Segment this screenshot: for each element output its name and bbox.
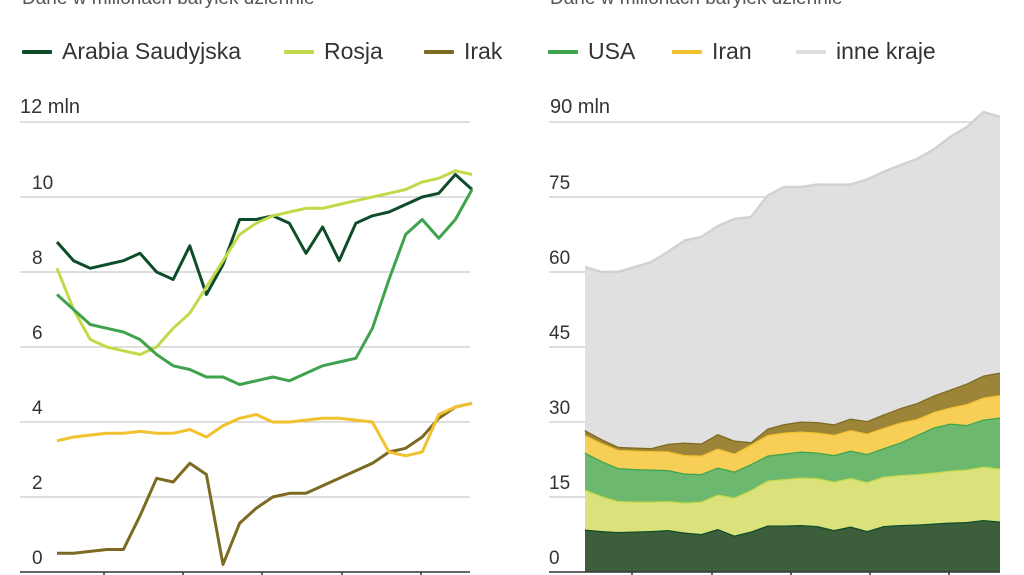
- right-y-tick-label: 60: [549, 248, 570, 269]
- legend-swatch-rosja: [284, 49, 314, 54]
- legend-label-inne-kraje: inne kraje: [836, 38, 936, 64]
- right-y-tick-label: 45: [549, 323, 570, 344]
- legend-swatch-inne-kraje: [796, 49, 826, 54]
- stacked-area-chart-world-production: 90 mln 0 15 30 45 60 75: [549, 96, 1001, 575]
- right-chart-subtitle: Dane w milionach baryłek dziennie: [550, 0, 843, 10]
- right-y-tick-label: 0: [549, 548, 560, 569]
- line-series-irak: [57, 401, 473, 566]
- legend-label-iran: Iran: [712, 38, 752, 64]
- left-y-tick-label: 0: [32, 548, 43, 569]
- legend-label-usa: USA: [588, 38, 636, 64]
- left-chart-subtitle: Dane w milionach baryłek dziennie: [22, 0, 315, 10]
- legend: Arabia Saudyjska Rosja Irak USA Iran inn…: [22, 38, 1012, 68]
- legend-item-iran: Iran: [672, 38, 752, 65]
- legend-item-arabia-saudyjska: Arabia Saudyjska: [22, 38, 241, 65]
- legend-item-irak: Irak: [424, 38, 502, 65]
- left-y-tick-label: 6: [32, 323, 43, 344]
- legend-label-arabia-saudyjska: Arabia Saudyjska: [62, 38, 241, 64]
- area-series-iran: [585, 395, 1000, 474]
- legend-item-inne-kraje: inne kraje: [796, 38, 936, 65]
- right-y-tick-label: 15: [549, 473, 570, 494]
- legend-label-irak: Irak: [464, 38, 503, 64]
- legend-swatch-usa: [548, 49, 578, 54]
- left-y-tick-label: 2: [32, 473, 43, 494]
- right-chart-unit-label: 90 mln: [550, 96, 610, 118]
- right-y-tick-label: 30: [549, 398, 570, 419]
- legend-swatch-iran: [672, 49, 702, 54]
- right-y-tick-label: 75: [549, 173, 570, 194]
- area-series-rosja: [585, 466, 1000, 536]
- legend-label-rosja: Rosja: [324, 38, 383, 64]
- legend-swatch-irak: [424, 49, 454, 54]
- area-series-inne-kraje: [585, 112, 1000, 448]
- left-y-tick-label: 10: [32, 173, 53, 194]
- left-y-tick-label: 4: [32, 398, 43, 419]
- line-series-iran: [56, 401, 473, 458]
- line-series-usa: [55, 188, 474, 386]
- area-series-usa: [585, 417, 1000, 503]
- legend-item-usa: USA: [548, 38, 635, 65]
- line-chart-production-by-country: 12 mln 0 2 4 6 8 10: [20, 96, 474, 575]
- left-y-tick-label: 8: [32, 248, 43, 269]
- line-series-arabia-saudyjska: [55, 173, 474, 296]
- legend-item-rosja: Rosja: [284, 38, 383, 65]
- legend-swatch-arabia-saudyjska: [22, 49, 52, 54]
- left-chart-unit-label: 12 mln: [20, 96, 80, 118]
- area-top-line-inne-kraje: [584, 110, 1001, 274]
- line-series-rosja: [55, 169, 473, 356]
